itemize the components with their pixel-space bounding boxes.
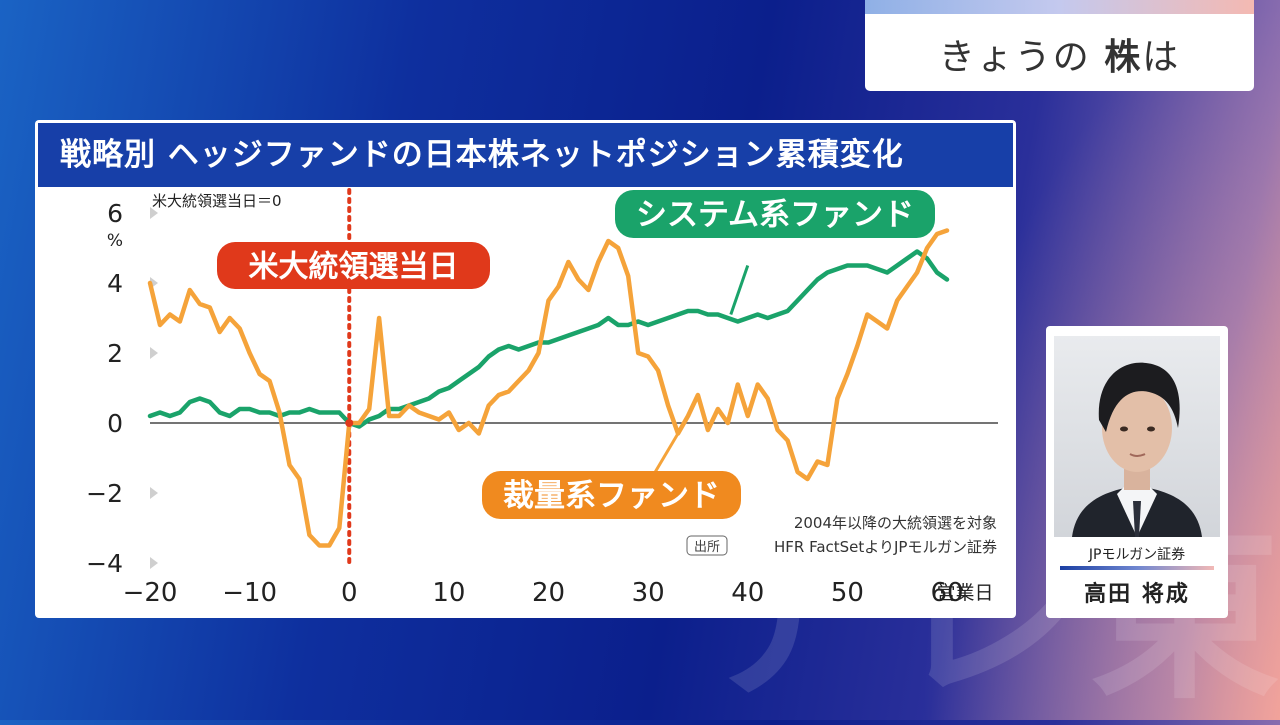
event-label-bg [217, 242, 490, 289]
y-tick-label: −4 [86, 549, 123, 578]
discretionary-label-pointer [651, 432, 680, 477]
y-tick-label: 2 [107, 339, 123, 368]
name-divider [1060, 566, 1214, 570]
segment-title-strip [865, 0, 1254, 14]
source-tag-box [686, 535, 728, 556]
x-tick-label: 30 [632, 578, 665, 608]
discretionary-fund-label-bg [482, 471, 741, 519]
source-text: HFR FactSetよりJPモルガン証券 [774, 538, 997, 556]
source-note: 2004年以降の大統領選を対象 [794, 514, 997, 532]
segment-title-suffix: は [1142, 37, 1181, 78]
x-tick-label: 0 [341, 578, 358, 608]
x-tick-label: 60 [930, 578, 963, 608]
system-label-pointer [729, 265, 750, 315]
commentator-photo [1054, 336, 1220, 537]
commentator-card: JPモルガン証券 高田 将成 [1046, 326, 1228, 618]
discretionary-fund-line [147, 228, 950, 548]
y-tick-label: 0 [107, 409, 123, 438]
x-tick-label: 20 [532, 578, 565, 608]
commentator-name: 高田 将成 [1084, 582, 1190, 607]
x-tick-label: −10 [222, 578, 277, 608]
person-avatar-icon [1072, 362, 1202, 537]
system-fund-line [147, 249, 950, 429]
y-unit-label: % [107, 231, 123, 251]
system-fund-label-bg [615, 190, 935, 238]
discretionary-fund-label: 裁量系ファンド [503, 478, 720, 514]
segment-title-prefix: きょうの [938, 37, 1105, 78]
y-tick-label: 4 [107, 269, 123, 298]
x-tick-label: 50 [831, 578, 864, 608]
x-tick-label: −20 [123, 578, 178, 608]
segment-title-bold: 株 [1104, 37, 1143, 78]
system-fund-label: システム系ファンド [636, 197, 914, 233]
segment-title-box: きょうの 株は [865, 0, 1254, 91]
x-unit-label: 営業日 [936, 582, 993, 604]
event-label: 米大統領選当日 [249, 249, 459, 284]
x-tick-label: 40 [731, 578, 764, 608]
y-tick-label: −2 [86, 479, 123, 508]
origin-point [345, 419, 354, 427]
chart-title: 戦略別 ヘッジファンドの日本株ネットポジション累積変化 [38, 123, 1013, 187]
commentator-company: JPモルガン証券 [1088, 547, 1186, 563]
source-tag: 出所 [694, 540, 720, 555]
y-tick-marker [150, 557, 158, 569]
segment-title: きょうの 株は [865, 28, 1254, 80]
x-tick-label: 10 [432, 578, 465, 608]
y-tick-marker [150, 347, 158, 359]
y-tick-label: 6 [107, 199, 123, 228]
chart-note: 米大統領選当日＝0 [152, 192, 282, 210]
chart-series [147, 228, 950, 548]
chart-card: 6 4 2 0 −2 −4% −20 −10 0 10 20 30 40 50 60 営業日 米大統領選当日＝0… [35, 120, 1016, 618]
y-tick-marker [150, 207, 158, 219]
y-tick-marker [150, 487, 158, 499]
